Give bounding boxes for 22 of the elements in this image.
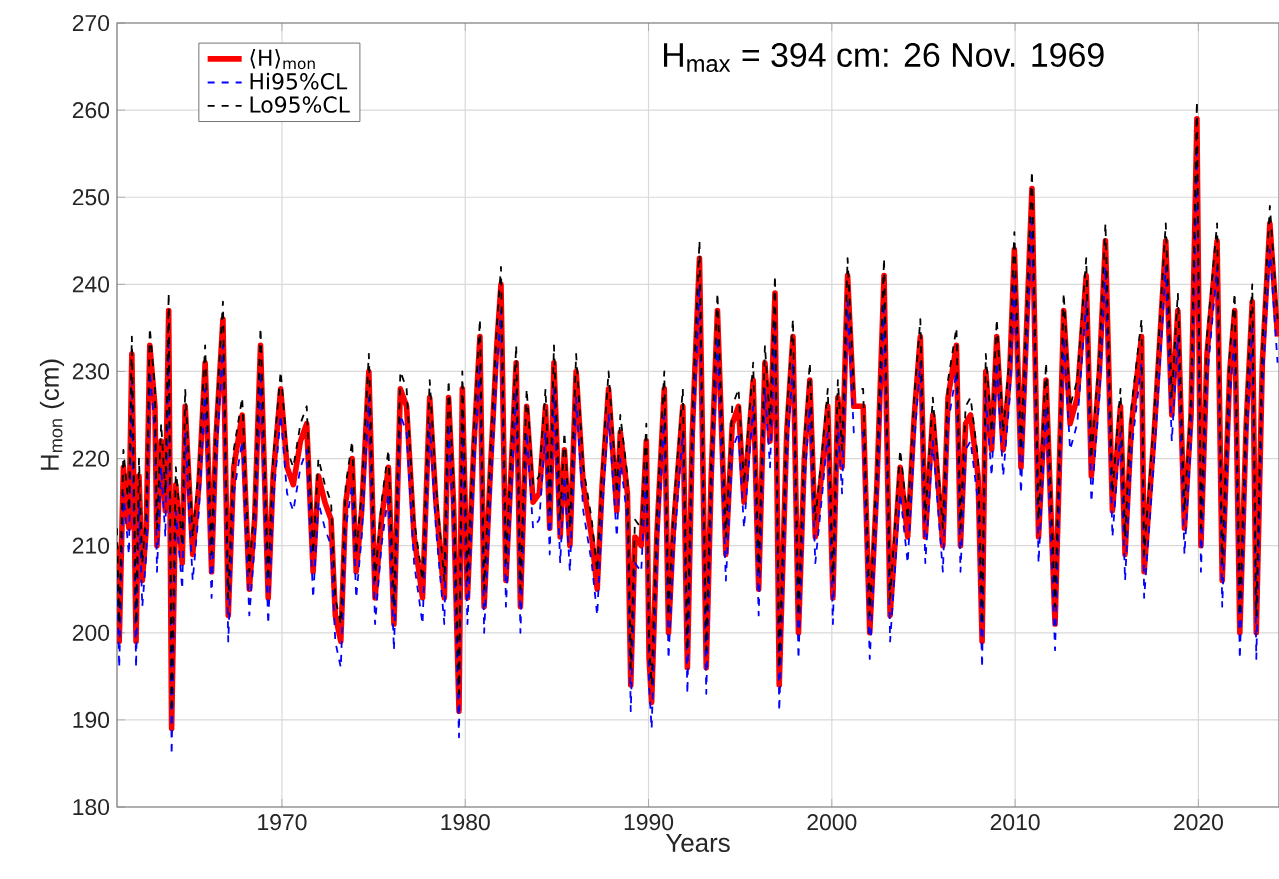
- y-tick-label: 260: [72, 102, 110, 119]
- y-tick-label: 220: [72, 450, 110, 467]
- legend-label: ⟨H⟩$_{mon}$: [250, 49, 315, 70]
- y-tick-label: 270: [72, 14, 110, 32]
- y-tick-label: 190: [73, 711, 110, 728]
- x-tick-label: 1970: [258, 814, 307, 831]
- annotation: H$_{max}$ = 394 cm: 26 Nov. 1969: [664, 43, 1104, 73]
- x-tick-label: 2010: [990, 814, 1040, 831]
- y-tick-label: 230: [72, 363, 110, 380]
- x-tick-label: 1990: [624, 814, 674, 831]
- y-tick-label: 210: [72, 537, 110, 554]
- x-tick-label: 1980: [441, 814, 490, 831]
- legend-label: Lo95%CL: [250, 96, 350, 113]
- legend-label: Hi95%CL: [250, 72, 348, 90]
- x-tick-label: 2020: [1174, 814, 1223, 831]
- y-axis-title: H$_{mon}$ (cm): [39, 359, 65, 470]
- y-tick-label: 250: [72, 189, 110, 206]
- x-tick-label: 2000: [807, 814, 857, 831]
- y-tick-label: 180: [73, 798, 110, 816]
- y-tick-label: 200: [72, 624, 110, 641]
- x-axis-title: Years: [665, 833, 730, 853]
- y-tick-label: 240: [72, 276, 110, 293]
